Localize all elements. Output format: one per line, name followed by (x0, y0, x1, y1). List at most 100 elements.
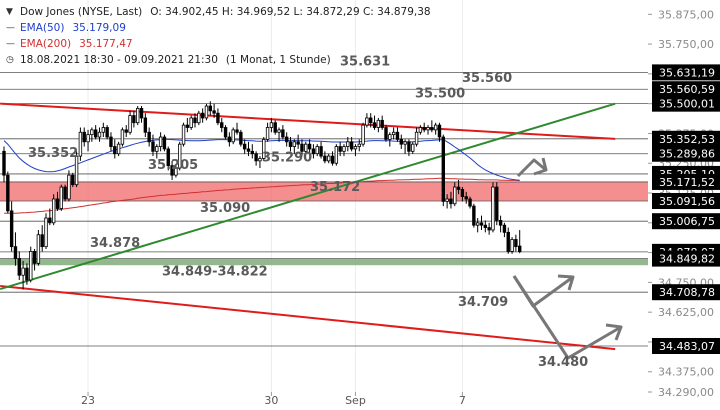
candle (74, 151, 79, 188)
candle (441, 134, 445, 207)
price-tag-label: 35.560,59 (659, 83, 715, 96)
candle-body (269, 122, 274, 128)
candle (90, 127, 94, 142)
candle (475, 218, 480, 233)
forecast-arrows (512, 157, 623, 360)
candle-body (380, 119, 384, 128)
time-axis[interactable]: 23 30 Sep 7 (81, 392, 466, 407)
price-tag: 35.289,86 (652, 145, 720, 162)
candle-body (82, 131, 86, 143)
level-label: 34.709 (458, 295, 508, 310)
candle-body (139, 108, 144, 119)
price-tag-label: 35.289,86 (659, 148, 715, 161)
candle (143, 113, 148, 138)
candle (456, 179, 461, 195)
candle-body (464, 196, 468, 200)
candle-body (449, 198, 453, 205)
candle (13, 232, 18, 266)
candle (82, 127, 86, 147)
candle (495, 182, 499, 226)
visibility-toggle-icon[interactable]: — (6, 39, 15, 49)
ema200-label: EMA(200) (20, 38, 72, 50)
candle (212, 103, 216, 118)
candle-body (239, 131, 243, 145)
candle-body (296, 141, 300, 145)
candle-body (414, 131, 419, 145)
candle (369, 113, 373, 128)
candle (323, 151, 327, 164)
candle-body (59, 186, 63, 209)
candle-body (311, 148, 316, 155)
candle (277, 127, 281, 142)
candle-body (487, 227, 491, 231)
candle-body (495, 186, 499, 221)
candle-body (181, 124, 186, 145)
candle (6, 171, 10, 214)
candle-body (518, 245, 522, 252)
candle (78, 127, 83, 161)
candle (334, 144, 339, 166)
candle (181, 122, 186, 147)
chart-legend: ▼ Dow Jones (NYSE, Last) O: 34.902,45 H:… (6, 4, 431, 68)
price-tag: 35.631,19 (652, 64, 720, 81)
candle (166, 146, 170, 171)
candle (51, 194, 56, 226)
candle (32, 249, 37, 271)
price-tag-box (652, 173, 720, 190)
level-label: 34.878 (90, 236, 140, 251)
candle-body (242, 143, 247, 150)
candle (151, 134, 155, 157)
candle (422, 122, 426, 133)
candle-body (13, 246, 18, 259)
trend-lines (0, 102, 616, 351)
candle (380, 115, 384, 130)
candle-body (101, 127, 106, 133)
candle (376, 117, 381, 133)
candle (307, 139, 312, 154)
price-tag: 35.500,01 (652, 95, 720, 112)
candle-body (422, 127, 426, 131)
visibility-toggle-icon[interactable]: — (6, 23, 15, 33)
candle-body (342, 146, 346, 152)
candle-body (227, 136, 232, 143)
candle (464, 191, 468, 204)
candle-body (216, 112, 220, 124)
candle-body (403, 141, 407, 145)
x-tick-label: 23 (81, 394, 95, 407)
candle (40, 225, 44, 252)
ema200-value: 35.177,47 (79, 38, 133, 50)
candle (357, 139, 361, 152)
candle (71, 172, 75, 188)
candle (147, 127, 151, 147)
candle-body (430, 127, 434, 131)
candle (197, 110, 201, 126)
date-range: 18.08.2021 18:30 - 09.09.2021 21:30 (20, 54, 218, 66)
candle (200, 108, 205, 123)
candle-body (40, 234, 44, 248)
candle-body (437, 124, 442, 138)
legend-ema200-row: — EMA(200) 35.177,47 (6, 36, 431, 52)
candle (353, 144, 358, 157)
candle (239, 129, 243, 147)
level-label: 35.172 (310, 180, 360, 195)
candle-body (208, 105, 212, 112)
candle-body (185, 124, 190, 128)
candle-body (399, 139, 403, 145)
candle (128, 110, 132, 135)
candle-body (212, 110, 216, 114)
arrow-head (557, 274, 575, 291)
candle-body (304, 143, 308, 152)
price-tag: 35.091,56 (652, 192, 720, 209)
price-axis[interactable]: 35.875,0035.750,0035.625,0035.500,0035.3… (648, 8, 720, 399)
candle (411, 141, 415, 154)
collapse-icon[interactable]: ▼ (6, 7, 13, 17)
candle (338, 141, 342, 157)
support-zone (0, 258, 648, 266)
candle-body (273, 122, 277, 133)
candle (185, 117, 190, 133)
candle-body (277, 129, 281, 133)
candle-body (388, 134, 392, 140)
price-tag: 35.352,53 (652, 130, 720, 147)
candle-body (109, 136, 113, 147)
